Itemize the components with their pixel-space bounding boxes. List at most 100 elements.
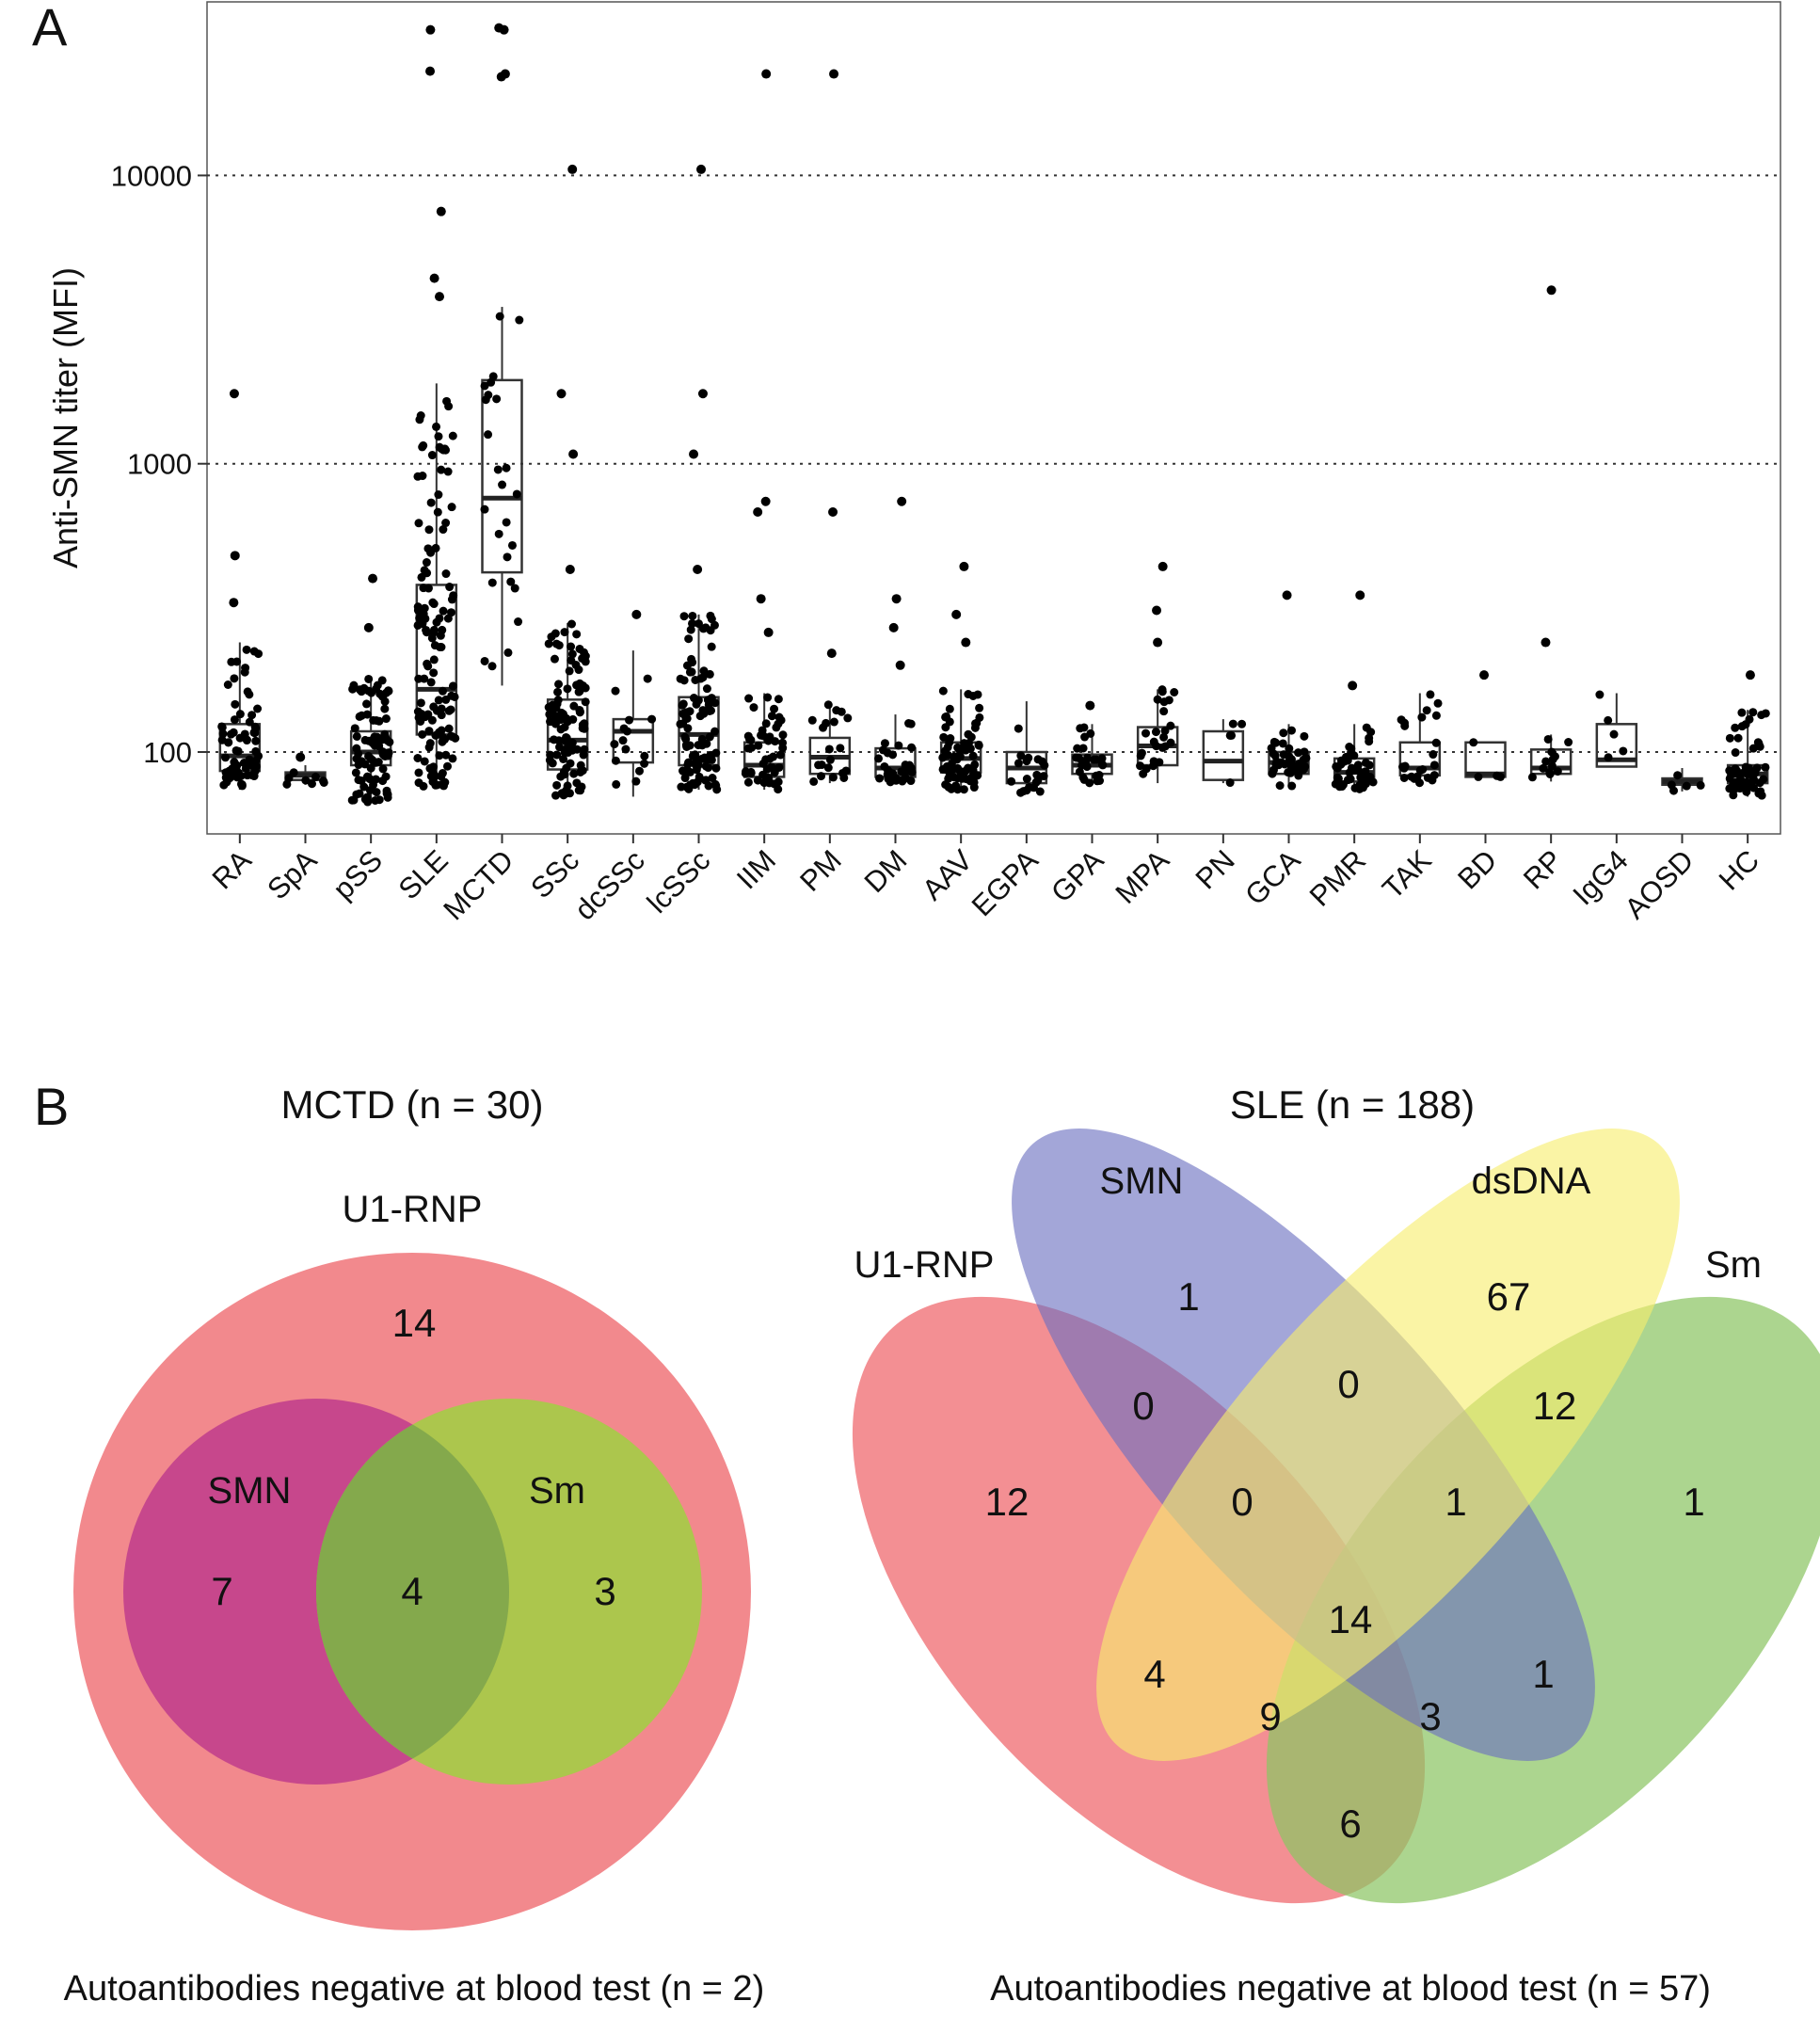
point-BD — [1493, 771, 1502, 780]
point-PM — [823, 763, 833, 773]
point-MCTD — [506, 577, 516, 586]
point-SLE — [433, 507, 442, 517]
point-RA — [218, 729, 228, 739]
point-lcSSc — [698, 706, 708, 715]
point-EGPA — [1007, 776, 1016, 786]
point-HC — [1750, 768, 1760, 777]
outlier-pSS — [368, 573, 378, 584]
point-SLE — [450, 692, 459, 701]
point-pSS — [350, 724, 359, 733]
point-GCA — [1286, 726, 1296, 735]
point-SSc — [556, 725, 566, 734]
point-SSc — [581, 651, 590, 661]
point-PMR — [1354, 783, 1364, 792]
point-pSS — [362, 699, 372, 709]
point-IIM — [764, 773, 774, 782]
point-GPA — [1073, 744, 1082, 753]
point-lcSSc — [682, 661, 692, 670]
mctd-count-u1rnp-only: 14 — [392, 1301, 437, 1345]
outlier-IIM — [760, 496, 771, 506]
point-IIM — [741, 769, 750, 778]
point-lcSSc — [702, 684, 711, 694]
point-SLE — [432, 617, 441, 627]
point-SLE — [422, 558, 431, 568]
point-PMR — [1332, 761, 1341, 771]
point-MPA — [1141, 728, 1151, 738]
x-tick-label-MPA: MPA — [1109, 843, 1175, 910]
point-PM — [828, 773, 838, 782]
point-SLE — [423, 710, 433, 719]
point-pSS — [367, 688, 376, 697]
point-TAK — [1429, 760, 1439, 770]
point-MPA — [1159, 732, 1169, 742]
outlier-PM — [826, 648, 837, 659]
sle-count-smn-sm: 1 — [1532, 1652, 1554, 1696]
point-PM — [814, 760, 823, 770]
point-SpA — [284, 774, 294, 783]
point-RA — [235, 710, 245, 719]
points-PN — [1225, 719, 1247, 788]
point-pSS — [352, 731, 361, 741]
outlier-SLE — [436, 206, 446, 216]
point-MCTD — [514, 617, 523, 627]
point-IIM — [774, 785, 783, 794]
point-RA — [242, 736, 251, 745]
point-SSc — [559, 754, 568, 763]
point-RP — [1539, 763, 1548, 773]
point-MPA — [1153, 695, 1162, 704]
point-PMR — [1349, 765, 1358, 775]
points-SSc — [544, 164, 590, 800]
point-GCA — [1299, 755, 1308, 764]
point-SLE — [414, 768, 423, 777]
point-SSc — [569, 701, 579, 711]
point-MPA — [1170, 688, 1179, 697]
x-tick-label-lcSSc: lcSSc — [641, 843, 717, 920]
point-GPA — [1078, 744, 1088, 753]
point-SpA — [301, 776, 311, 785]
point-SLE — [436, 643, 445, 652]
point-RA — [242, 645, 251, 654]
point-lcSSc — [710, 727, 720, 736]
point-IIM — [767, 762, 776, 772]
point-MCTD — [480, 381, 489, 391]
point-MCTD — [503, 648, 513, 657]
point-SLE — [424, 727, 434, 736]
point-SLE — [414, 519, 423, 528]
point-AAV — [974, 740, 983, 749]
points-IIM — [741, 69, 788, 794]
panel-b-label: B — [34, 1077, 69, 1136]
point-HC — [1731, 723, 1740, 732]
point-pSS — [365, 775, 375, 784]
x-tick-label-PN: PN — [1189, 843, 1241, 895]
point-SSc — [567, 745, 577, 755]
point-pSS — [366, 763, 375, 773]
point-SLE — [444, 724, 454, 733]
sle-count-dsdna-only: 67 — [1487, 1274, 1531, 1319]
mctd-count-smn-only: 7 — [211, 1569, 232, 1613]
point-TAK — [1418, 764, 1428, 774]
point-MPA — [1151, 728, 1160, 737]
venn-mctd: MCTD (n = 30) U1-RNP SMN Sm 14 7 4 3 Aut… — [64, 1082, 765, 2009]
sle-count-u1rnp-smn: 0 — [1132, 1384, 1154, 1428]
point-GPA — [1097, 760, 1107, 769]
point-RP — [1553, 767, 1562, 776]
point-IIM — [757, 730, 766, 740]
point-MCTD — [498, 480, 507, 489]
point-GPA — [1092, 771, 1101, 780]
x-tick-label-TAK: TAK — [1376, 843, 1438, 905]
point-SLE — [437, 465, 446, 474]
box-rect-IgG4 — [1595, 723, 1638, 768]
sle-count-u1rnp-dsdna-sm: 9 — [1259, 1694, 1281, 1738]
points-DM — [874, 496, 917, 787]
points-AOSD — [1667, 771, 1705, 795]
box-rect-BD — [1464, 741, 1507, 778]
point-RA — [254, 751, 263, 760]
point-AAV — [945, 704, 954, 713]
box-SLE — [413, 24, 460, 791]
outlier-lcSSc — [697, 389, 708, 399]
point-RA — [251, 736, 261, 745]
point-RP — [1564, 738, 1573, 747]
point-MCTD — [487, 662, 497, 671]
point-SLE — [447, 595, 456, 604]
point-AAV — [947, 784, 956, 793]
